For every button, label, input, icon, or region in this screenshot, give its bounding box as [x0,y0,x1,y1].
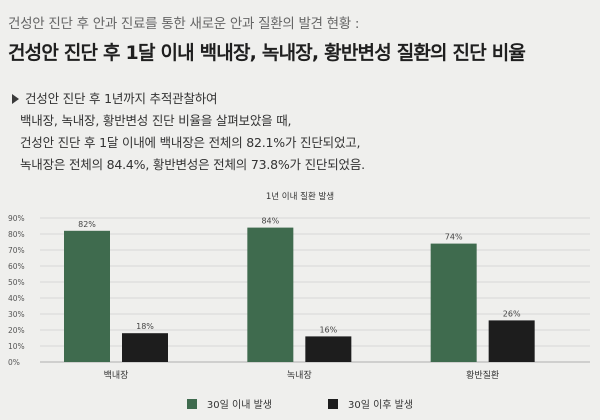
bar [247,227,294,362]
y-tick-label: 50% [8,278,25,287]
legend-swatch [186,398,197,409]
y-tick-label: 20% [8,326,25,335]
bar [122,333,168,362]
summary-line: 녹내장은 전체의 84.4%, 황반변성은 전체의 73.8%가 진단되었음. [20,157,365,172]
header-title: 건성안 진단 후 1달 이내 백내장, 녹내장, 황반변성 질환의 진단 비율 [8,42,526,64]
y-tick-label: 70% [8,246,25,255]
header-subtitle: 건성안 진단 후 안과 진료를 통한 새로운 안과 질환의 발견 현황 : [8,16,360,32]
legend-label: 30일 이내 발생 [206,400,272,411]
bar [64,230,110,362]
category-label: 녹내장 [287,370,312,381]
bar [488,320,535,362]
summary-lead: 건성안 진단 후 1년까지 추적관찰하여 [12,88,365,110]
bar [430,243,477,362]
y-tick-label: 90% [8,214,25,223]
y-tick-label: 40% [8,294,25,303]
legend-swatch [328,398,338,409]
data-label: 84% [261,217,279,226]
y-tick-label: 10% [8,342,25,351]
legend-item-after: 30일 이후 발생 [328,396,413,411]
y-tick-label: 30% [8,310,25,319]
legend-label: 30일 이후 발생 [348,400,414,411]
triangle-bullet-icon [12,94,19,104]
data-label: 26% [503,309,521,318]
y-tick-label: 80% [8,230,25,239]
chart-title: 1년 이내 질환 발생 [266,191,334,202]
summary-line: 백내장, 녹내장, 황반변성 진단 비율을 살펴보았을 때, [20,113,292,128]
y-tick-label: 0% [8,358,20,367]
data-label: 16% [319,325,337,334]
category-label: 백내장 [104,370,129,381]
bar-chart: 1년 이내 질환 발생 0% 10% 20% 30% 40% 50% 60% 70% 80% 90… [8,191,590,381]
category-label: 황반질환 [466,369,499,381]
summary-line: 건성안 진단 후 1년까지 추적관찰하여 [25,91,218,106]
legend-item-within: 30일 이내 발생 [186,396,272,411]
data-label: 82% [78,220,96,229]
summary-line: 건성안 진단 후 1달 이내에 백내장은 전체의 82.1%가 진단되었고, [20,135,361,150]
chart-legend: 30일 이내 발생 30일 이후 발생 [0,396,600,411]
data-label: 74% [445,233,463,242]
y-tick-label: 60% [8,262,25,271]
bar [305,336,352,362]
data-label: 18% [136,322,154,331]
summary-block: 건성안 진단 후 1년까지 추적관찰하여 백내장, 녹내장, 황반변성 진단 비… [12,88,365,176]
